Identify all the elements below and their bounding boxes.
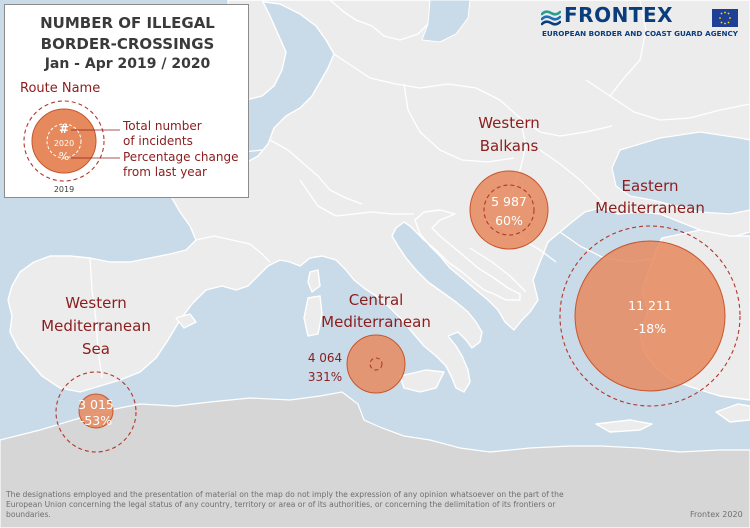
legend-symbol-year-current: 2020 [54, 139, 74, 148]
map-credit: Frontex 2020 [690, 510, 743, 519]
route-bubble-western-mediterranean[interactable] [78, 393, 114, 429]
legend-subtitle: Jan - Apr 2019 / 2020 [44, 56, 211, 72]
route-total-eastern-mediterranean: 11 211 [628, 298, 672, 313]
frontex-wordmark: FRONTEX [564, 3, 674, 27]
route-name-eastern-mediterranean-line2: Mediterranean [595, 199, 705, 217]
land-sicily [399, 369, 445, 393]
route-ring-eastern-mediterranean [559, 225, 741, 407]
route-name-central-mediterranean-line2: Mediterranean [321, 313, 431, 331]
route-bubble-central-mediterranean[interactable] [346, 334, 406, 394]
legend-total-label-line1: Total number [123, 119, 202, 133]
route-name-western-mediterranean-line2: Mediterranean [41, 317, 151, 335]
legend-pct-label-line2: from last year [123, 165, 207, 179]
route-name-western-balkans-line1: Western [478, 114, 540, 132]
legend-symbol-count: # [59, 122, 69, 136]
map-disclaimer: The designations employed and the presen… [6, 490, 564, 519]
baltic-sea [421, 0, 471, 43]
land-balearics [175, 313, 197, 329]
route-total-central-mediterranean: 4 064 [308, 351, 342, 365]
land-europe [7, 0, 750, 393]
land-sardinia [303, 295, 323, 337]
route-bubble-eastern-mediterranean[interactable] [574, 240, 726, 392]
frontex-tagline: EUROPEAN BORDER AND COAST GUARD AGENCY [542, 29, 739, 38]
route-change-central-mediterranean: 331% [308, 370, 342, 384]
route-change-western-mediterranean: -53% [80, 413, 112, 428]
route-total-western-balkans: 5 987 [491, 194, 527, 209]
route-name-central-mediterranean-line1: Central [349, 291, 404, 309]
legend-inner-ring [46, 123, 82, 159]
route-ring-western-mediterranean [55, 371, 137, 453]
route-change-eastern-mediterranean: -18% [634, 321, 666, 336]
route-change-western-balkans: 60% [495, 213, 523, 228]
legend-title-line2: BORDER-CROSSINGS [40, 35, 215, 53]
legend-title-line1: NUMBER OF ILLEGAL [40, 14, 215, 32]
route-ring-central-mediterranean [369, 357, 383, 371]
eu-flag-icon [712, 9, 738, 27]
land-north-africa [0, 391, 750, 528]
route-bubble-western-balkans[interactable] [469, 170, 549, 250]
land-cyprus [715, 403, 750, 423]
legend-bubble [31, 108, 97, 174]
land-crete [595, 419, 653, 433]
route-name-western-mediterranean-line3: Sea [82, 340, 110, 358]
black-sea [611, 131, 750, 215]
route-total-western-mediterranean: 3 015 [78, 397, 114, 412]
legend-symbol-percent: % [59, 150, 69, 163]
frontex-mark-icon [541, 10, 561, 26]
frontex-logo: FRONTEX EUROPEAN BORDER AND COAST GUARD … [537, 3, 743, 42]
legend-ring [23, 100, 105, 182]
legend-symbol: # 2020 % 2019 [23, 100, 120, 194]
route-ring-western-balkans [483, 184, 535, 236]
land-corsica [307, 269, 321, 293]
legend-symbol-year-previous: 2019 [54, 185, 74, 194]
map-legend: NUMBER OF ILLEGAL BORDER-CROSSINGS Jan -… [4, 4, 249, 198]
legend-total-label-line2: of incidents [123, 134, 193, 148]
route-name-western-mediterranean-line1: Western [65, 294, 127, 312]
legend-pct-label-line1: Percentage change [123, 150, 239, 164]
route-name-eastern-mediterranean-line1: Eastern [621, 177, 678, 195]
route-name-western-balkans-line2: Balkans [480, 137, 539, 155]
legend-route-name: Route Name [20, 81, 101, 96]
